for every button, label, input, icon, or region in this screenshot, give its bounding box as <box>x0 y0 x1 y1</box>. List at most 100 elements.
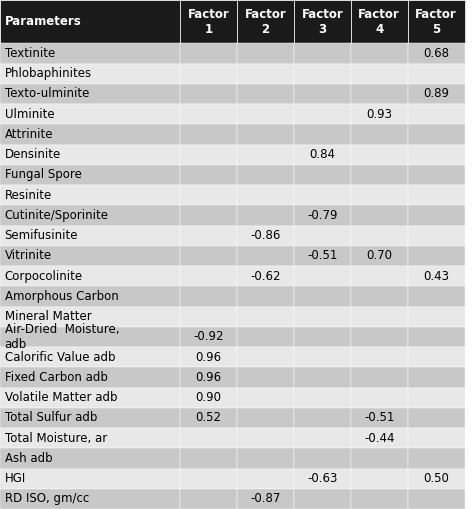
Bar <box>180 104 237 124</box>
Bar <box>351 225 408 246</box>
Text: -0.92: -0.92 <box>193 330 224 344</box>
Bar <box>351 165 408 185</box>
Text: 0.96: 0.96 <box>195 351 222 363</box>
Bar <box>180 387 237 408</box>
Bar <box>294 246 351 266</box>
Bar <box>408 165 465 185</box>
Bar <box>408 145 465 165</box>
Bar <box>237 367 294 387</box>
Text: Total Moisture, ar: Total Moisture, ar <box>5 432 107 445</box>
Bar <box>294 104 351 124</box>
Bar <box>0 205 180 225</box>
Bar <box>408 468 465 489</box>
Bar <box>351 327 408 347</box>
Bar <box>180 165 237 185</box>
Text: 0.96: 0.96 <box>195 371 222 384</box>
Bar <box>408 104 465 124</box>
Bar <box>408 408 465 428</box>
Bar <box>408 428 465 448</box>
Bar <box>180 0 237 43</box>
Text: -0.51: -0.51 <box>364 411 394 425</box>
Bar <box>237 104 294 124</box>
Bar <box>408 246 465 266</box>
Bar <box>0 246 180 266</box>
Bar <box>294 367 351 387</box>
Bar <box>237 165 294 185</box>
Bar <box>408 84 465 104</box>
Bar <box>351 104 408 124</box>
Bar <box>351 145 408 165</box>
Bar <box>237 225 294 246</box>
Bar <box>237 246 294 266</box>
Bar <box>0 347 180 367</box>
Bar <box>0 145 180 165</box>
Bar <box>237 306 294 327</box>
Text: Ash adb: Ash adb <box>5 452 52 465</box>
Bar <box>180 43 237 64</box>
Bar <box>237 286 294 306</box>
Bar <box>180 408 237 428</box>
Bar <box>237 266 294 286</box>
Bar <box>0 408 180 428</box>
Bar <box>0 448 180 468</box>
Bar <box>180 468 237 489</box>
Text: Vitrinite: Vitrinite <box>5 249 52 262</box>
Bar <box>0 266 180 286</box>
Text: Factor
4: Factor 4 <box>358 8 400 36</box>
Text: -0.63: -0.63 <box>307 472 337 485</box>
Bar <box>408 306 465 327</box>
Bar <box>180 286 237 306</box>
Bar <box>408 0 465 43</box>
Bar <box>180 124 237 145</box>
Bar <box>0 286 180 306</box>
Bar <box>294 347 351 367</box>
Bar <box>351 0 408 43</box>
Bar <box>180 145 237 165</box>
Bar <box>294 428 351 448</box>
Bar <box>408 205 465 225</box>
Text: Factor
2: Factor 2 <box>245 8 286 36</box>
Bar <box>351 185 408 205</box>
Bar <box>408 124 465 145</box>
Bar <box>294 124 351 145</box>
Bar <box>237 185 294 205</box>
Text: -0.79: -0.79 <box>307 209 337 222</box>
Text: -0.62: -0.62 <box>250 270 281 282</box>
Text: 0.89: 0.89 <box>423 88 449 100</box>
Bar <box>408 185 465 205</box>
Text: Textinite: Textinite <box>5 47 55 60</box>
Bar <box>0 306 180 327</box>
Text: Phlobaphinites: Phlobaphinites <box>5 67 92 80</box>
Bar <box>0 0 180 43</box>
Bar <box>237 408 294 428</box>
Bar <box>0 104 180 124</box>
Bar <box>237 0 294 43</box>
Bar <box>408 225 465 246</box>
Bar <box>294 84 351 104</box>
Bar <box>0 43 180 64</box>
Text: Parameters: Parameters <box>5 15 82 28</box>
Bar <box>237 448 294 468</box>
Bar <box>180 266 237 286</box>
Bar <box>351 266 408 286</box>
Bar <box>351 43 408 64</box>
Text: 0.50: 0.50 <box>423 472 449 485</box>
Bar <box>294 286 351 306</box>
Bar <box>351 367 408 387</box>
Text: -0.87: -0.87 <box>250 492 281 505</box>
Bar <box>0 124 180 145</box>
Text: Texto-ulminite: Texto-ulminite <box>5 88 89 100</box>
Bar <box>408 367 465 387</box>
Text: 0.52: 0.52 <box>196 411 221 425</box>
Bar <box>351 64 408 84</box>
Bar <box>180 428 237 448</box>
Bar <box>0 428 180 448</box>
Text: Factor
5: Factor 5 <box>415 8 457 36</box>
Bar <box>294 306 351 327</box>
Bar <box>0 84 180 104</box>
Bar <box>294 0 351 43</box>
Text: -0.44: -0.44 <box>364 432 394 445</box>
Bar <box>294 185 351 205</box>
Bar <box>237 489 294 509</box>
Text: -0.86: -0.86 <box>250 229 281 242</box>
